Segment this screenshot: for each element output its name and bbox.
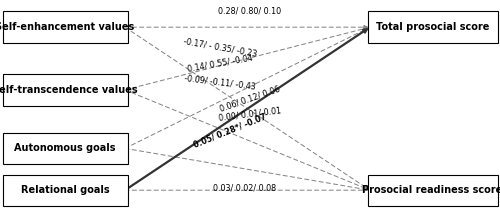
Text: Self-enhancement values: Self-enhancement values: [0, 22, 134, 32]
FancyBboxPatch shape: [2, 74, 128, 106]
Text: 0.28/ 0.80/ 0.10: 0.28/ 0.80/ 0.10: [218, 7, 282, 16]
Text: 0.06/ 0.12/ 0.06: 0.06/ 0.12/ 0.06: [218, 85, 282, 114]
Text: 0.00/ 0.01/ 0.01: 0.00/ 0.01/ 0.01: [218, 106, 282, 122]
FancyBboxPatch shape: [368, 175, 498, 206]
FancyBboxPatch shape: [2, 133, 128, 164]
Text: -0.09/ -0.11/ -0.43: -0.09/ -0.11/ -0.43: [184, 74, 256, 91]
Text: Self-transcendence values: Self-transcendence values: [0, 85, 138, 95]
Text: -0.17/ - 0.35/ -0.23: -0.17/ - 0.35/ -0.23: [182, 36, 258, 58]
Text: 0.14/ 0.55/ -0.04: 0.14/ 0.55/ -0.04: [186, 54, 254, 74]
FancyBboxPatch shape: [368, 11, 498, 43]
FancyBboxPatch shape: [2, 11, 128, 43]
Text: 0.03/ 0.02/ 0.08: 0.03/ 0.02/ 0.08: [214, 184, 276, 193]
Text: Prosocial readiness score: Prosocial readiness score: [362, 185, 500, 195]
Text: Autonomous goals: Autonomous goals: [14, 143, 116, 153]
Text: Relational goals: Relational goals: [20, 185, 110, 195]
Text: 0.05/ 0.28*/ -0.07: 0.05/ 0.28*/ -0.07: [192, 112, 268, 149]
Text: Total prosocial score: Total prosocial score: [376, 22, 489, 32]
FancyBboxPatch shape: [2, 175, 128, 206]
